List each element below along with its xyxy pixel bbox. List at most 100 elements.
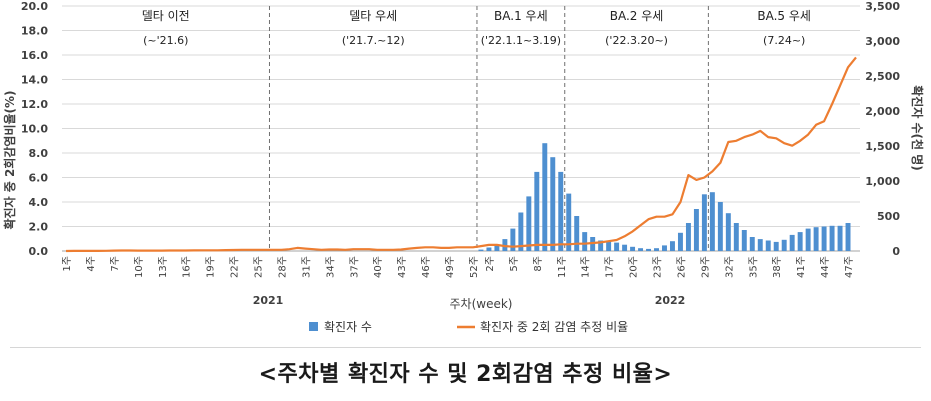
x-tick-label: 43주: [397, 256, 408, 278]
x-tick-label: 1주: [62, 256, 73, 272]
y-left-tick-label: 12.0: [21, 98, 48, 111]
bar: [574, 216, 580, 251]
bar: [781, 239, 787, 251]
x-tick-label: 16주: [182, 256, 193, 278]
bar: [701, 194, 707, 251]
period-name: BA.2 우세: [610, 9, 664, 23]
period-name: 델타 우세: [349, 9, 397, 23]
chart: 0.02.04.06.08.010.012.014.016.018.020.0 …: [2, 0, 925, 334]
y-left-tick-label: 0.0: [29, 245, 49, 258]
y-right-tick-label: 3,000: [865, 35, 900, 48]
bar: [733, 223, 739, 251]
x-tick-label: 32주: [724, 256, 735, 278]
bar: [494, 244, 500, 251]
x-tick-label: 28주: [277, 256, 288, 278]
bar: [486, 247, 492, 251]
bar: [685, 223, 691, 251]
bar: [638, 248, 644, 251]
bar: [622, 244, 628, 251]
x-tick-label: 47주: [844, 256, 855, 278]
bar: [654, 248, 659, 251]
x-tick-label: 29주: [700, 256, 711, 278]
y-right-tick-label: 1,000: [865, 175, 900, 188]
y-left-ticks: 0.0 2.0 4.0 6.0 8.0 10.0 12.0 14.0 16.0 18.0 20.0: [21, 0, 48, 258]
bar: [598, 240, 604, 251]
x-tick-label: 20주: [629, 256, 640, 278]
bar: [534, 171, 540, 251]
bar: [550, 157, 556, 251]
bar: [646, 248, 652, 251]
y-left-tick-label: 8.0: [29, 147, 49, 160]
y-right-tick-label: 2,500: [865, 70, 900, 83]
period-range: ('22.1.1~3.19): [481, 34, 561, 47]
x-tick-label: 49주: [445, 256, 456, 278]
y-right-tick-label: 2,000: [865, 105, 900, 118]
y-left-tick-label: 4.0: [29, 196, 49, 209]
y-left-tick-label: 10.0: [21, 123, 48, 136]
bar: [829, 225, 835, 251]
year-label-2021: 2021: [253, 294, 284, 307]
y-left-tick-label: 2.0: [29, 221, 49, 234]
legend-line-label: 확진자 중 2회 감염 추정 비율: [480, 320, 628, 334]
y-right-tick-label: 1,500: [865, 140, 900, 153]
x-tick-label: 31주: [301, 256, 312, 278]
bar: [773, 241, 779, 251]
bar: [749, 237, 755, 251]
x-tick-label: 2주: [485, 256, 496, 272]
bar: [566, 193, 572, 251]
y-left-tick-label: 20.0: [21, 0, 48, 13]
bar: [757, 239, 763, 251]
x-tick-label: 7주: [110, 256, 121, 272]
bar: [845, 223, 851, 251]
x-tick-label: 38주: [772, 256, 783, 278]
y-right-tick-label: 0: [892, 245, 900, 258]
x-axis-title: 주차(week): [450, 297, 513, 311]
bar: [478, 249, 484, 251]
x-tick-label: 19주: [206, 256, 217, 278]
bar: [797, 232, 803, 251]
caption-separator: [10, 347, 921, 348]
x-tick-label: 10주: [134, 256, 145, 278]
bar: [709, 192, 715, 251]
period-range: ('22.3.20~): [605, 34, 668, 47]
bar: [693, 209, 699, 251]
period-range: (~'21.6): [143, 34, 188, 47]
x-tick-label: 13주: [158, 256, 169, 278]
year-label-2022: 2022: [655, 294, 686, 307]
bar: [542, 143, 548, 251]
y-right-tick-label: 3,500: [865, 0, 900, 13]
y-left-tick-label: 16.0: [21, 49, 48, 62]
legend: 확진자 수 확진자 중 2회 감염 추정 비율: [309, 320, 628, 334]
bar: [669, 241, 675, 251]
bar: [741, 230, 747, 251]
x-tick-label: 23주: [653, 256, 664, 278]
bar: [614, 242, 620, 251]
period-name: 델타 이전: [142, 9, 190, 23]
bar: [717, 202, 723, 251]
period-labels: 델타 이전 (~'21.6) 델타 우세 ('21.7.~12) BA.1 우세 ('22…: [142, 9, 811, 47]
bar: [662, 245, 667, 251]
bar: [630, 246, 636, 251]
x-tick-label: 44주: [820, 256, 831, 278]
period-name: BA.5 우세: [757, 9, 811, 23]
bar: [765, 240, 771, 251]
grid-lines: [62, 5, 860, 252]
period-range: ('21.7.~12): [342, 34, 405, 47]
x-tick-label: 22주: [230, 256, 241, 278]
bars: [478, 143, 851, 251]
x-tick-label: 26주: [676, 256, 687, 278]
x-tick-label: 35주: [748, 256, 759, 278]
bar: [558, 171, 564, 251]
y-right-axis-title: 확진자 수(천 명): [910, 85, 925, 171]
x-tick-label: 37주: [349, 256, 360, 278]
x-tick-label: 8주: [533, 256, 544, 272]
x-tick-label: 5주: [509, 256, 520, 272]
bar: [582, 232, 588, 251]
bar: [789, 234, 795, 251]
legend-bars-label: 확진자 수: [324, 320, 372, 334]
period-name: BA.1 우세: [494, 9, 548, 23]
bar: [518, 212, 524, 251]
bar: [837, 225, 843, 251]
y-right-tick-label: 500: [877, 210, 900, 223]
x-tick-label: 17주: [605, 256, 616, 278]
